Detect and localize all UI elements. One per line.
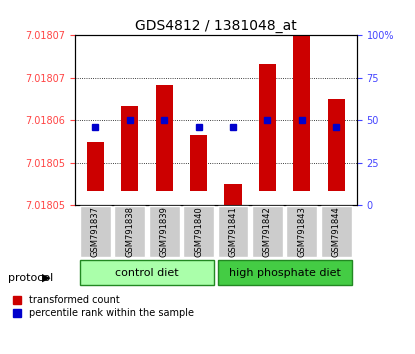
Bar (328, 99, 345, 191)
Bar (190, 135, 207, 191)
Text: control diet: control diet (115, 268, 179, 278)
Text: GSM791842: GSM791842 (263, 206, 272, 257)
Title: GDS4812 / 1381048_at: GDS4812 / 1381048_at (135, 19, 297, 33)
FancyBboxPatch shape (80, 206, 111, 257)
Bar (121, 106, 138, 191)
Text: GSM791840: GSM791840 (194, 206, 203, 257)
Text: GSM791841: GSM791841 (229, 206, 237, 257)
Text: high phosphate diet: high phosphate diet (229, 268, 341, 278)
FancyBboxPatch shape (252, 206, 283, 257)
FancyBboxPatch shape (217, 260, 352, 285)
Text: GSM791844: GSM791844 (332, 206, 341, 257)
FancyBboxPatch shape (149, 206, 180, 257)
FancyBboxPatch shape (286, 206, 317, 257)
Bar (293, 35, 310, 191)
FancyBboxPatch shape (80, 260, 214, 285)
Bar (87, 142, 104, 191)
FancyBboxPatch shape (217, 206, 249, 257)
Text: GSM791838: GSM791838 (125, 206, 134, 257)
Bar (259, 64, 276, 191)
Text: GSM791843: GSM791843 (297, 206, 306, 257)
FancyBboxPatch shape (321, 206, 352, 257)
Text: protocol: protocol (8, 273, 54, 283)
Bar (225, 184, 242, 205)
FancyBboxPatch shape (114, 206, 145, 257)
Bar (156, 85, 173, 191)
FancyBboxPatch shape (183, 206, 214, 257)
Text: GSM791837: GSM791837 (91, 206, 100, 257)
Text: ▶: ▶ (42, 273, 50, 283)
Legend: transformed count, percentile rank within the sample: transformed count, percentile rank withi… (13, 295, 194, 318)
Text: GSM791839: GSM791839 (160, 206, 168, 257)
